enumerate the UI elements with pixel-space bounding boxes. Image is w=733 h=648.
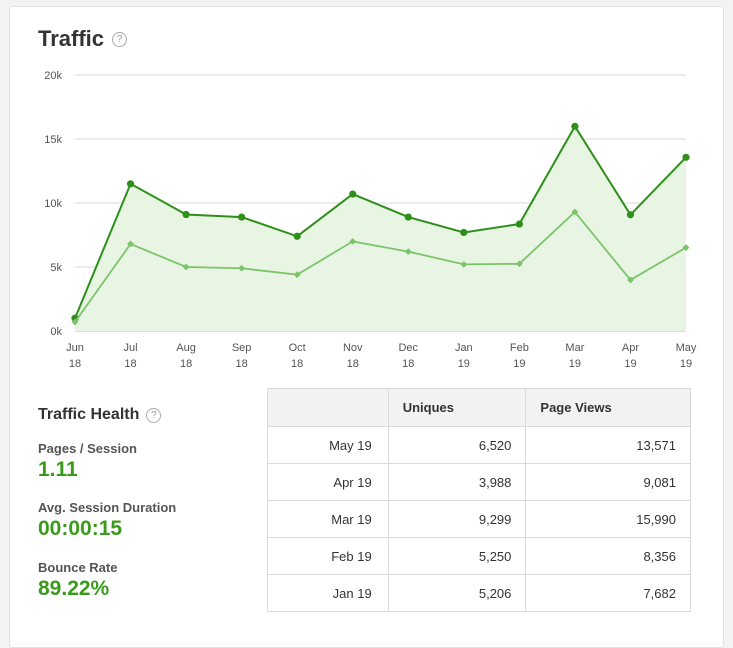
help-icon[interactable]: ? bbox=[146, 407, 162, 423]
table-header-row: Uniques Page Views bbox=[267, 388, 691, 427]
x-tick-label-month: Feb bbox=[510, 342, 529, 354]
data-point bbox=[238, 264, 246, 272]
x-tick-label-year: 18 bbox=[402, 358, 414, 370]
x-tick-label-month: Apr bbox=[622, 342, 639, 354]
table-cell-page-views: 7,682 bbox=[525, 574, 691, 612]
table-row: Feb 19 5,250 8,356 bbox=[267, 537, 691, 575]
x-tick-label-month: Oct bbox=[289, 342, 306, 354]
x-tick-label-month: Sep bbox=[232, 342, 252, 354]
x-tick-label-year: 18 bbox=[236, 358, 248, 370]
data-point bbox=[182, 210, 190, 219]
bounce-rate-value: 89.22% bbox=[38, 577, 110, 600]
x-tick-label-year: 18 bbox=[124, 358, 136, 370]
data-point bbox=[460, 228, 468, 237]
table-cell-uniques: 9,299 bbox=[387, 500, 527, 538]
table-cell-uniques: 3,988 bbox=[387, 463, 527, 501]
pages-per-session-label: Pages / Session bbox=[38, 441, 137, 456]
y-tick-label: 20k bbox=[44, 70, 62, 82]
data-point bbox=[515, 220, 523, 228]
series-area-fill bbox=[75, 211, 686, 331]
table-header-page-views: Page Views bbox=[525, 388, 691, 427]
data-point bbox=[460, 260, 468, 268]
series-line bbox=[74, 210, 687, 323]
data-point bbox=[404, 248, 412, 256]
x-tick-label-month: Jun bbox=[66, 342, 84, 354]
data-point bbox=[571, 208, 579, 216]
y-tick-label: 10k bbox=[44, 198, 62, 210]
pages-per-session-value: 1.11 bbox=[38, 458, 78, 481]
help-icon[interactable]: ? bbox=[112, 31, 128, 47]
table-cell-page-views: 15,990 bbox=[525, 500, 691, 538]
table-cell-uniques: 5,250 bbox=[387, 537, 527, 575]
data-point bbox=[238, 213, 246, 221]
traffic-title: Traffic bbox=[38, 26, 105, 51]
x-tick-label-month: Aug bbox=[176, 342, 196, 354]
avg-session-duration-label: Avg. Session Duration bbox=[38, 500, 177, 515]
y-tick-label: 5k bbox=[50, 262, 62, 274]
data-point bbox=[626, 211, 635, 219]
table-cell-page-views: 9,081 bbox=[525, 463, 691, 501]
traffic-chart: 0k 5k 10k 15k 20k Jun 18 Jul 18 Aug 18 Sep 18 Oct 18 No… bbox=[44, 70, 697, 370]
data-point bbox=[293, 232, 301, 240]
avg-session-duration-value: 00:00:15 bbox=[38, 517, 123, 540]
x-tick-label-year: 18 bbox=[180, 358, 192, 370]
table-cell-month: Apr 19 bbox=[267, 463, 389, 501]
data-point bbox=[349, 238, 357, 245]
data-point bbox=[515, 260, 523, 268]
y-tick-label: 0k bbox=[50, 326, 62, 338]
table-cell-month: Mar 19 bbox=[267, 500, 389, 538]
data-point bbox=[682, 244, 690, 251]
series-line bbox=[74, 124, 687, 319]
table-row: Apr 19 3,988 9,081 bbox=[267, 463, 691, 501]
x-tick-label-year: 18 bbox=[69, 358, 81, 370]
table-cell-page-views: 8,356 bbox=[525, 537, 691, 575]
x-tick-label-month: Mar bbox=[565, 342, 584, 354]
table-cell-month: Feb 19 bbox=[267, 537, 389, 575]
x-tick-label-year: 19 bbox=[680, 358, 692, 370]
x-tick-label-year: 19 bbox=[569, 358, 581, 370]
traffic-health-title-row: Traffic Health ? bbox=[38, 406, 162, 424]
x-tick-label-year: 19 bbox=[624, 358, 636, 370]
traffic-health-title: Traffic Health bbox=[38, 406, 140, 423]
data-point bbox=[182, 263, 190, 271]
y-tick-label: 15k bbox=[44, 134, 62, 146]
table-cell-month: Jan 19 bbox=[267, 574, 389, 612]
table-cell-page-views: 13,571 bbox=[525, 426, 691, 464]
x-tick-label-year: 18 bbox=[291, 358, 303, 370]
table-row: Jan 19 5,206 7,682 bbox=[267, 574, 691, 612]
data-point bbox=[127, 240, 134, 248]
x-tick-label-month: Nov bbox=[343, 342, 363, 354]
data-point bbox=[71, 318, 79, 326]
x-tick-label-year: 18 bbox=[347, 358, 359, 370]
table-row: Mar 19 9,299 15,990 bbox=[267, 500, 691, 538]
x-tick-label-month: Jul bbox=[124, 342, 138, 354]
x-tick-label-year: 19 bbox=[458, 358, 470, 370]
x-tick-label-month: May bbox=[676, 342, 697, 354]
table-row: May 19 6,520 13,571 bbox=[267, 426, 691, 464]
x-tick-label-year: 19 bbox=[513, 358, 525, 370]
data-point bbox=[627, 276, 634, 284]
data-point bbox=[126, 180, 135, 188]
data-point bbox=[293, 271, 301, 279]
traffic-title-row: Traffic ? bbox=[38, 26, 128, 52]
table-cell-uniques: 6,520 bbox=[387, 426, 527, 464]
data-point bbox=[682, 153, 690, 161]
table-header-uniques: Uniques bbox=[387, 388, 527, 427]
x-tick-label-month: Dec bbox=[398, 342, 418, 354]
table-header-month bbox=[267, 388, 389, 427]
data-point bbox=[349, 190, 357, 198]
x-tick-label-month: Jan bbox=[455, 342, 473, 354]
traffic-table: Uniques Page Views May 19 6,520 13,571 A… bbox=[267, 388, 691, 612]
data-point bbox=[571, 122, 579, 130]
data-point bbox=[404, 213, 412, 221]
table-cell-month: May 19 bbox=[267, 426, 389, 464]
table-cell-uniques: 5,206 bbox=[387, 574, 527, 612]
bounce-rate-label: Bounce Rate bbox=[38, 560, 118, 575]
